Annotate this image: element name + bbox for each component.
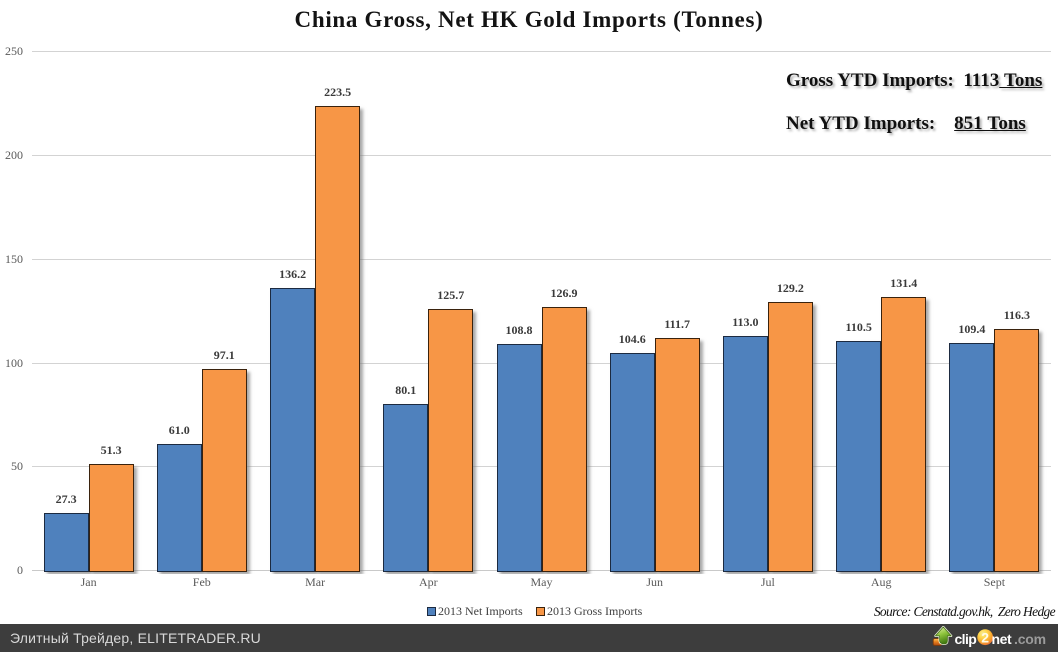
svg-text:2: 2 <box>981 629 989 645</box>
